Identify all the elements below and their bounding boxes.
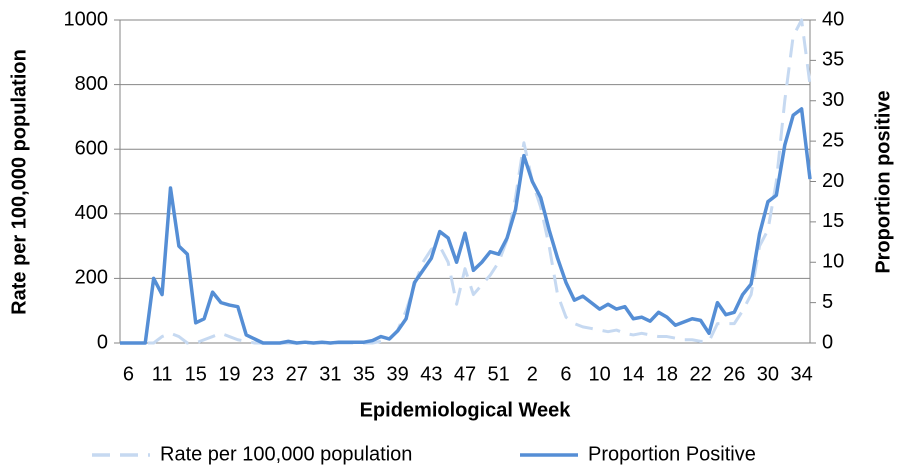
- x-tick-label: 47: [454, 363, 476, 385]
- x-tick-label: 2: [527, 363, 538, 385]
- x-tick-label: 30: [757, 363, 779, 385]
- y2-tick-label: 25: [822, 129, 844, 151]
- legend-label: Proportion Positive: [588, 443, 756, 465]
- x-tick-label: 35: [353, 363, 375, 385]
- y2-axis-title: Proportion positive: [872, 90, 894, 273]
- y2-tick-label: 30: [822, 89, 844, 111]
- x-tick-label: 6: [560, 363, 571, 385]
- y2-tick-label: 5: [822, 291, 833, 313]
- y2-tick-label: 10: [822, 251, 844, 273]
- x-tick-label: 43: [420, 363, 442, 385]
- x-tick-label: 14: [622, 363, 644, 385]
- x-tick-label: 34: [790, 363, 812, 385]
- x-tick-label: 39: [387, 363, 409, 385]
- y2-tick-label: 35: [822, 49, 844, 71]
- x-tick-label: 51: [488, 363, 510, 385]
- x-tick-label: 26: [723, 363, 745, 385]
- y-tick-label: 600: [75, 137, 108, 159]
- y-tick-label: 0: [97, 331, 108, 353]
- y2-tick-label: 20: [822, 170, 844, 192]
- x-tick-label: 19: [218, 363, 240, 385]
- data-line: [120, 18, 812, 345]
- x-tick-label: 31: [319, 363, 341, 385]
- x-tick-label: 11: [152, 363, 173, 385]
- y2-tick-label: 0: [822, 331, 833, 353]
- x-tick-label: 6: [123, 363, 134, 385]
- x-axis-title: Epidemiological Week: [360, 399, 572, 421]
- y-tick-label: 400: [75, 202, 108, 224]
- x-tick-label: 18: [656, 363, 678, 385]
- y2-tick-label: 40: [822, 8, 844, 30]
- data-line: [120, 107, 812, 345]
- y-axis-title: Rate per 100,000 population: [8, 49, 30, 315]
- x-tick-label: 10: [589, 363, 611, 385]
- y-tick-label: 1000: [64, 8, 109, 30]
- y-tick-label: 800: [75, 73, 108, 95]
- y-tick-label: 200: [75, 267, 108, 289]
- legend-label: Rate per 100,000 population: [160, 443, 412, 465]
- x-tick-label: 23: [252, 363, 274, 385]
- x-tick-label: 15: [185, 363, 207, 385]
- x-tick-label: 22: [689, 363, 711, 385]
- x-tick-label: 27: [286, 363, 308, 385]
- y2-tick-label: 15: [822, 210, 844, 232]
